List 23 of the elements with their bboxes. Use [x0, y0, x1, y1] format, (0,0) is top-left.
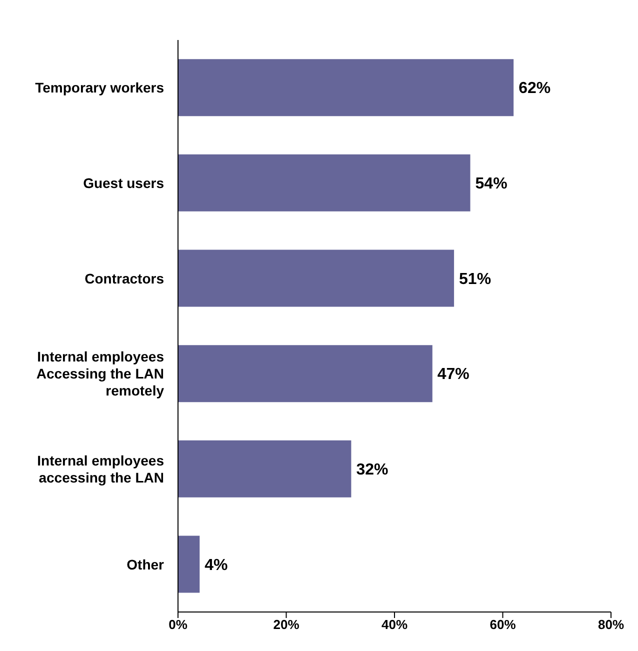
x-tick-label: 80%	[598, 617, 624, 632]
y-tick-label: Guest users	[83, 175, 164, 191]
data-label: 51%	[459, 270, 492, 288]
x-tick-label: 0%	[168, 617, 188, 632]
x-tick-label: 20%	[273, 617, 300, 632]
data-label: 32%	[356, 462, 388, 479]
data-label: 62%	[518, 80, 551, 98]
bar	[178, 345, 432, 402]
bar	[178, 536, 200, 593]
y-tick-label: Internal employees Accessing the LAN remotely	[36, 348, 164, 399]
bar	[178, 154, 470, 212]
y-tick-label: Other	[126, 556, 165, 572]
y-tick-label: Internal employees accessing the LAN	[37, 452, 164, 486]
bar	[178, 59, 514, 116]
data-label: 4%	[204, 556, 228, 574]
data-label: 47%	[437, 366, 470, 384]
y-tick-label: Contractors	[84, 270, 164, 286]
bar	[178, 440, 352, 498]
y-tick-label: Temporary workers	[35, 80, 164, 96]
x-tick-label: 60%	[490, 617, 516, 632]
x-tick-label: 40%	[381, 617, 408, 632]
data-label: 54%	[475, 176, 508, 193]
bar	[178, 250, 454, 307]
